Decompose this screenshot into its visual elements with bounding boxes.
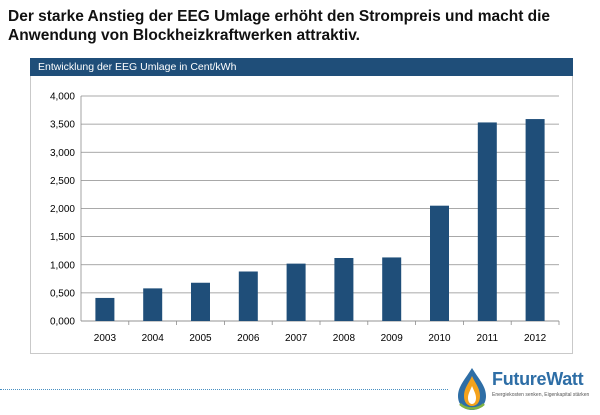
futurewatt-logo: FutureWatt Energiekosten senken, Eigenka… [454, 365, 600, 413]
logo-word-watt: Watt [546, 369, 584, 389]
bar-2004 [143, 288, 163, 321]
slide-title: Der starke Anstieg der EEG Umlage erhöht… [8, 7, 588, 45]
flame-drop-icon [458, 368, 486, 410]
y-tick-label: 1,000 [50, 260, 75, 271]
y-tick-label: 3,000 [50, 148, 75, 159]
bar-2010 [430, 205, 449, 321]
bar-2011 [477, 122, 497, 321]
chart-header: Entwicklung der EEG Umlage in Cent/kWh [30, 58, 573, 76]
bar-2005 [191, 282, 210, 321]
x-tick-label: 2005 [189, 333, 212, 344]
y-tick-label: 0,000 [50, 317, 75, 328]
footer-divider [0, 389, 448, 390]
x-tick-label: 2006 [237, 333, 260, 344]
bar-2006 [238, 271, 258, 321]
y-tick-label: 2,000 [50, 204, 75, 215]
bar-2007 [286, 263, 306, 321]
chart-panel: 0,000 0,500 1,000 1,500 2,000 2,500 3,000 3,500… [30, 76, 573, 354]
x-tick-label: 2011 [477, 333, 499, 344]
x-tick-label: 2010 [428, 333, 451, 344]
logo-word-future: Future [492, 369, 547, 389]
x-tick-label: 2012 [524, 333, 547, 344]
bar-chart: 0,000 0,500 1,000 1,500 2,000 2,500 3,000 3,500… [50, 92, 560, 344]
slide-title-line1: Der starke Anstieg der EEG Umlage erhöht… [8, 8, 551, 25]
x-tick-label: 2004 [142, 333, 165, 344]
logo-tagline: Energiekosten senken, Eigenkapital stärk… [492, 392, 590, 398]
logo-wordmark: FutureWatt [492, 369, 584, 390]
y-tick-label: 2,500 [50, 176, 75, 187]
x-tick-label: 2007 [285, 333, 308, 344]
y-tick-label: 3,500 [50, 120, 75, 131]
y-tick-label: 1,500 [50, 232, 75, 243]
bar-2009 [382, 257, 402, 321]
y-tick-label: 4,000 [50, 92, 75, 103]
bar-2008 [334, 258, 354, 321]
y-tick-label: 0,500 [50, 288, 75, 299]
bar-2003 [95, 297, 115, 321]
slide-title-line2: Anwendung von Blockheizkraftwerken attra… [8, 27, 360, 44]
bar-2012 [525, 119, 545, 321]
x-tick-label: 2003 [94, 333, 117, 344]
x-tick-label: 2008 [333, 333, 356, 344]
x-tick-label: 2009 [381, 333, 404, 344]
